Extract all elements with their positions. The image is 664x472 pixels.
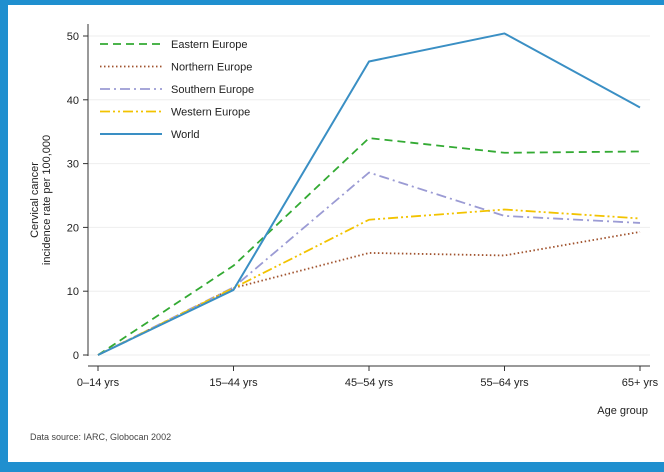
legend-label: Eastern Europe [171, 39, 247, 51]
legend: Eastern Europe Northern Europe Southern Eu… [100, 39, 254, 141]
y-tick-label: 40 [67, 95, 79, 107]
data-source: Data source: IARC, Globocan 2002 [30, 432, 171, 442]
legend-label: World [171, 129, 200, 141]
x-tick-label: 65+ yrs [622, 377, 659, 389]
x-tick-label: 55–64 yrs [480, 377, 529, 389]
y-axis-label-line2: incidence rate per 100,000 [41, 135, 53, 265]
y-tick-label: 20 [67, 222, 79, 234]
y-tick-label: 30 [67, 159, 79, 171]
x-tick-label: 15–44 yrs [209, 377, 258, 389]
y-tick-label: 50 [67, 31, 79, 43]
plot-background [8, 5, 664, 462]
x-tick-label: 0–14 yrs [77, 377, 120, 389]
x-axis-label: Age group [597, 405, 648, 417]
y-ticks: 0 10 20 30 40 50 [67, 31, 88, 362]
frame-top-border [0, 0, 664, 5]
series-line-western-europe [97, 208, 641, 356]
legend-label: Northern Europe [171, 62, 252, 74]
series-line-world [97, 32, 641, 356]
gridlines [88, 35, 650, 356]
series-lines [97, 32, 641, 356]
y-tick-label: 10 [67, 286, 79, 298]
legend-label: Western Europe [171, 107, 250, 119]
x-tick-label: 45–54 yrs [345, 377, 394, 389]
frame-bottom-bar [0, 462, 664, 472]
legend-label: Southern Europe [171, 84, 254, 96]
frame-left-border [0, 0, 8, 472]
series-line-eastern-europe [97, 137, 641, 356]
x-ticks: 0–14 yrs 15–44 yrs 45–54 yrs 55–64 yrs 65+ y… [77, 366, 659, 389]
y-tick-label: 0 [73, 350, 79, 362]
y-axis-label-line1: Cervical cancer [29, 162, 41, 238]
